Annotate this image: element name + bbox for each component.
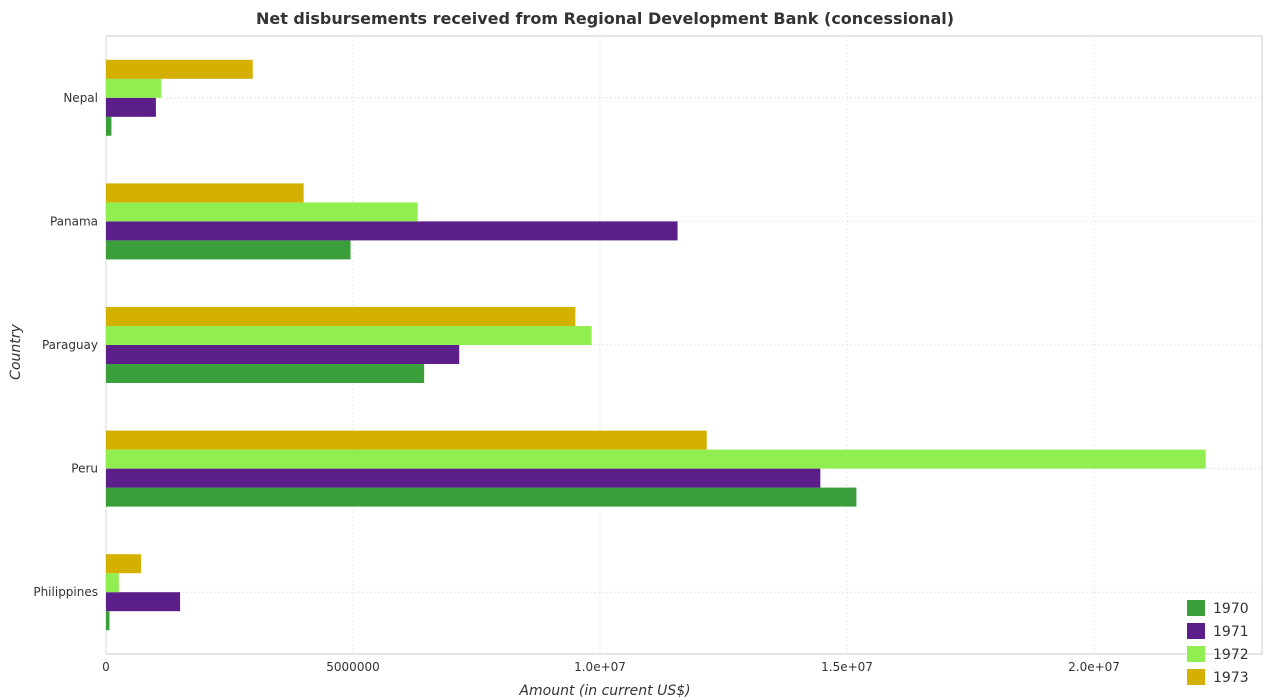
- bar-1971-panama: [106, 221, 678, 241]
- bar-1971-philippines: [106, 592, 181, 612]
- bar-1972-peru: [106, 449, 1206, 469]
- bar-1971-paraguay: [106, 345, 460, 364]
- bar-1970-peru: [106, 487, 857, 507]
- x-axis-title: Amount (in current US$): [518, 683, 690, 699]
- bar-1970-panama: [106, 240, 351, 260]
- legend-swatch-1972: [1187, 646, 1205, 662]
- bar-1972-panama: [106, 202, 418, 222]
- y-tick-label: Peru: [71, 462, 98, 476]
- x-tick-label: 5000000: [326, 660, 379, 674]
- y-tick-label: Philippines: [33, 585, 98, 599]
- legend-swatch-1970: [1187, 600, 1205, 616]
- bar-1972-paraguay: [106, 326, 592, 345]
- bar-1970-philippines: [106, 611, 110, 631]
- bar-1970-nepal: [106, 116, 112, 136]
- legend-label-1972: 1972: [1213, 647, 1249, 663]
- chart-title: Net disbursements received from Regional…: [256, 9, 954, 28]
- bar-1973-paraguay: [106, 307, 576, 326]
- bar-1973-philippines: [106, 554, 142, 574]
- legend-label-1971: 1971: [1213, 624, 1249, 640]
- x-tick-label: 1.0e+07: [574, 660, 626, 674]
- bar-1973-peru: [106, 430, 707, 450]
- bar-1971-peru: [106, 468, 821, 488]
- y-tick-label: Paraguay: [42, 338, 98, 352]
- bar-1970-paraguay: [106, 364, 425, 383]
- bar-1972-philippines: [106, 573, 119, 593]
- legend: 1970 1971 1972 1973: [1187, 600, 1249, 686]
- y-tick-label: Nepal: [63, 91, 98, 105]
- legend-swatch-1973: [1187, 669, 1205, 685]
- legend-label-1970: 1970: [1213, 601, 1249, 617]
- plot-area: 0 5000000 1.0e+07 1.5e+07 2.0e+07 Nepal Panama…: [33, 35, 1263, 674]
- y-tick-label: Panama: [50, 214, 98, 228]
- y-axis-title: Country: [8, 323, 24, 379]
- legend-label-1973: 1973: [1213, 670, 1249, 686]
- bar-1973-panama: [106, 183, 304, 203]
- x-tick-label: 0: [102, 660, 110, 674]
- x-tick-label: 1.5e+07: [821, 660, 873, 674]
- x-tick-label: 2.0e+07: [1068, 660, 1120, 674]
- bar-1973-nepal: [106, 59, 253, 79]
- bar-1972-nepal: [106, 78, 162, 98]
- bar-1971-nepal: [106, 97, 156, 117]
- legend-swatch-1971: [1187, 623, 1205, 639]
